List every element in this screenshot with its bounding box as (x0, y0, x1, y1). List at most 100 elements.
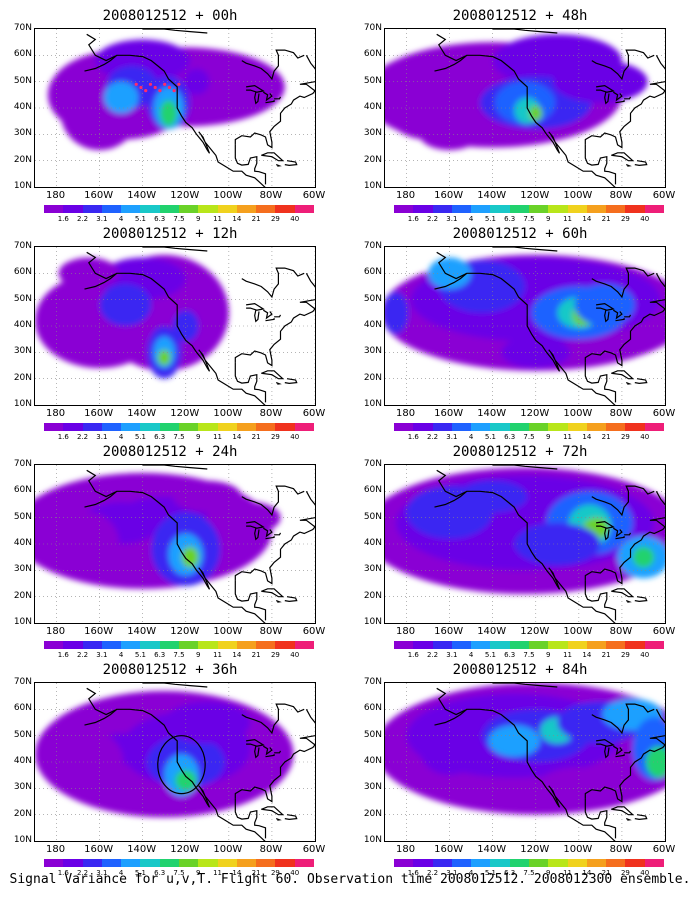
colorbar-swatch (528, 859, 549, 867)
colorbar-tick-label: 9 (196, 869, 201, 877)
colorbar-swatch (44, 859, 64, 867)
coastline (612, 745, 623, 756)
colorbar-swatch (217, 205, 237, 213)
colorbar-tick-label: 3.1 (96, 433, 108, 441)
lat-tick-label: 30N (363, 564, 382, 575)
observation-point (148, 82, 153, 86)
colorbar-tick-label: 6.3 (504, 215, 516, 223)
colorbar-tick-label: 7.5 (173, 651, 185, 659)
lat-tick-label: 40N (13, 102, 32, 112)
colorbar-tick-label: 21 (601, 869, 611, 877)
coastline (84, 708, 118, 726)
panel-title: 2008012512 + 72h (452, 444, 588, 460)
colorbar-tick-label: 6.3 (504, 869, 516, 877)
colorbar-swatch (256, 859, 276, 867)
colorbar-swatch (625, 641, 645, 649)
colorbar-swatch (490, 205, 510, 213)
colorbar-swatch (159, 205, 179, 213)
colorbar-swatch (294, 641, 314, 649)
lat-tick-label: 60N (13, 485, 32, 496)
coastline (84, 272, 118, 290)
colorbar-swatch (606, 205, 626, 213)
map-plot-area (384, 682, 666, 842)
coastline (234, 798, 267, 839)
lon-tick-label: 140W (127, 844, 157, 855)
lat-tick-label: 60N (13, 49, 32, 60)
lon-tick-label: 60W (302, 626, 326, 637)
colorbar-swatch (159, 859, 179, 867)
coastline (584, 273, 665, 367)
colorbar-swatch (451, 859, 472, 867)
coastline (142, 247, 208, 252)
colorbar-labels: 1.6 2.2 3.1 4 5.1 6.3 7.5 9 11 14 21 29 40 (394, 433, 664, 443)
colorbar-swatch (82, 205, 102, 213)
colorbar-tick-label: 21 (601, 651, 611, 659)
colorbar-tick-label: 40 (640, 215, 650, 223)
map-panel: 2008012512 + 84h 70N 60N 50N 40N 30N 20N 10N 180… (350, 662, 690, 882)
colorbar-swatch (178, 641, 199, 649)
panel-title: 2008012512 + 12h (102, 226, 238, 242)
colorbar-swatch (625, 205, 645, 213)
lon-tick-label: 140W (477, 844, 507, 855)
colorbar-swatch (471, 641, 491, 649)
lon-tick-label: 140W (477, 190, 507, 201)
map-panel: 2008012512 + 36h 70N 60N 50N 40N 30N 20N 10N 180… (0, 662, 340, 882)
colorbar-swatch (567, 205, 587, 213)
coastline (234, 273, 315, 367)
colorbar-labels: 1.6 2.2 3.1 4 5.1 6.3 7.5 9 11 14 21 29 40 (394, 215, 664, 225)
variance-contour (103, 81, 139, 114)
colorbar-tick-label: 6.3 (504, 433, 516, 441)
coastline (265, 754, 275, 758)
lat-tick-label: 10N (13, 835, 32, 845)
lat-tick-label: 30N (13, 346, 32, 357)
lat-tick-label: 40N (363, 102, 382, 112)
lon-tick-label: 120W (520, 190, 550, 201)
colorbar-swatch (198, 641, 218, 649)
colorbar-swatch (586, 205, 607, 213)
coastline (434, 272, 468, 290)
coastline (612, 309, 623, 320)
colorbar-swatch (294, 423, 314, 431)
colorbar-tick-label: 6.3 (154, 651, 166, 659)
variance-contour (385, 291, 409, 334)
colorbar-swatch (121, 859, 141, 867)
colorbar-swatch (528, 205, 549, 213)
lat-tick-label: 30N (13, 128, 32, 139)
colorbar-tick-label: 4 (118, 869, 124, 877)
map-plot-area (34, 246, 316, 406)
colorbar-labels: 1.6 2.2 3.1 4 5.1 6.3 7.5 9 11 14 21 29 40 (394, 651, 664, 661)
lon-tick-label: 80W (609, 190, 633, 201)
colorbar-tick-label: 1.6 (407, 869, 419, 877)
colorbar-tick-label: 5.1 (484, 215, 496, 223)
panel-title: 2008012512 + 60h (452, 226, 588, 242)
colorbar-swatch (548, 859, 568, 867)
colorbar-swatch (256, 205, 276, 213)
lon-tick-label: 120W (170, 190, 200, 201)
colorbar-swatch (101, 205, 122, 213)
colorbar-swatch (471, 859, 491, 867)
map-plot-area (384, 464, 666, 624)
colorbar-swatch (178, 423, 199, 431)
lon-tick-label: 100W (563, 408, 593, 419)
colorbar-swatch (490, 423, 510, 431)
colorbar-tick-label: 21 (251, 433, 261, 441)
variance-contour (172, 310, 199, 342)
coastline (246, 520, 265, 529)
colorbar-swatch (140, 205, 160, 213)
lat-tick-label: 10N (13, 617, 32, 627)
colorbar-tick-label: 14 (582, 433, 592, 441)
lon-tick-label: 60W (652, 408, 676, 419)
lon-tick-label: 160W (84, 844, 114, 855)
colorbar-tick-label: 14 (232, 433, 242, 441)
colorbar-tick-label: 11 (563, 215, 573, 223)
colorbar-tick-label: 1.6 (407, 651, 419, 659)
map-panel: 2008012512 + 60h 70N 60N 50N 40N 30N 20N 10N 180… (350, 226, 690, 446)
coastline (86, 251, 266, 405)
coastline (615, 318, 625, 322)
coastline (434, 708, 468, 726)
colorbar (394, 859, 664, 867)
lon-tick-label: 120W (520, 844, 550, 855)
colorbar-tick-label: 7.5 (523, 651, 535, 659)
coastline (584, 144, 617, 185)
coastline (284, 814, 298, 821)
